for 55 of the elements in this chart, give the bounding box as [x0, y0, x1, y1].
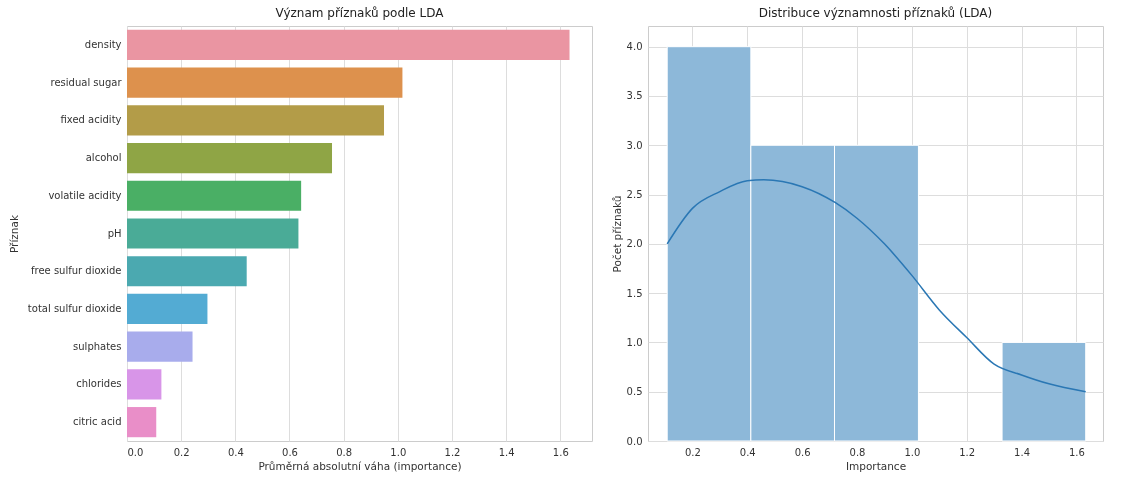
y-tick-label: 1.0 — [626, 336, 643, 348]
chart-title: Význam příznaků podle LDA — [275, 6, 445, 20]
x-tick-label: 0.6 — [794, 446, 811, 458]
x-tick-label: 1.6 — [1068, 446, 1085, 458]
y-tick-label: density — [84, 38, 122, 50]
line-series — [666, 179, 1087, 393]
bar — [127, 407, 157, 438]
y-tick-label: fixed acidity — [60, 114, 122, 126]
y-tick-label: volatile acidity — [48, 189, 122, 201]
x-tick-label: 1.6 — [552, 446, 569, 458]
y-tick-label: 3.0 — [626, 139, 643, 151]
y-axis-title: Příznak — [7, 214, 20, 254]
y-axis-title: Počet příznaků — [610, 195, 623, 273]
x-tick-label: 0.8 — [336, 446, 353, 458]
y-tick-label: 4.0 — [626, 41, 643, 53]
chart-title: Distribuce významnosti příznaků (LDA) — [758, 6, 993, 20]
bar — [127, 142, 333, 174]
x-tick-label: 0.6 — [282, 446, 298, 458]
x-tick-label: 1.0 — [904, 446, 921, 458]
y-tick-label: citric acid — [72, 416, 122, 428]
bar — [127, 331, 193, 362]
y-tick-label: sulphates — [73, 340, 122, 352]
bar — [127, 29, 570, 60]
y-tick-label: total sulfur dioxide — [27, 302, 122, 314]
bar — [127, 105, 385, 136]
x-tick-label: 0.2 — [173, 446, 190, 458]
y-tick-label: 3.5 — [626, 90, 643, 102]
y-tick-label: 1.5 — [626, 287, 643, 299]
bar — [127, 369, 162, 400]
x-tick-label: 1.4 — [1014, 446, 1030, 458]
bar — [127, 218, 299, 249]
y-tick-label: alcohol — [85, 152, 122, 164]
bar — [127, 67, 403, 98]
x-axis-title: Průměrná absolutní váha (importance) — [258, 459, 462, 472]
x-tick-label: 0.4 — [227, 446, 244, 458]
y-tick-label: 2.5 — [626, 189, 643, 201]
x-tick-label: 0.4 — [739, 446, 756, 458]
y-tick-label: residual sugar — [50, 76, 123, 88]
x-tick-label: 0.0 — [127, 446, 144, 458]
y-tick-label: free sulfur dioxide — [30, 265, 122, 277]
bar — [127, 293, 208, 325]
y-tick-label: 2.0 — [626, 238, 643, 250]
bar — [127, 256, 247, 287]
y-tick-label: chlorides — [76, 378, 122, 390]
x-tick-label: 0.2 — [684, 446, 701, 458]
x-tick-label: 1.4 — [498, 446, 515, 458]
y-tick-label: pH — [107, 227, 122, 239]
x-tick-label: 1.2 — [959, 446, 976, 458]
y-tick-label: 0.0 — [626, 435, 643, 447]
bar — [127, 180, 302, 211]
y-tick-label: 0.5 — [626, 386, 643, 398]
x-tick-label: 0.8 — [849, 446, 866, 458]
x-axis-title: Importance — [845, 459, 907, 472]
x-tick-label: 1.2 — [444, 446, 461, 458]
x-tick-label: 1.0 — [390, 446, 407, 458]
